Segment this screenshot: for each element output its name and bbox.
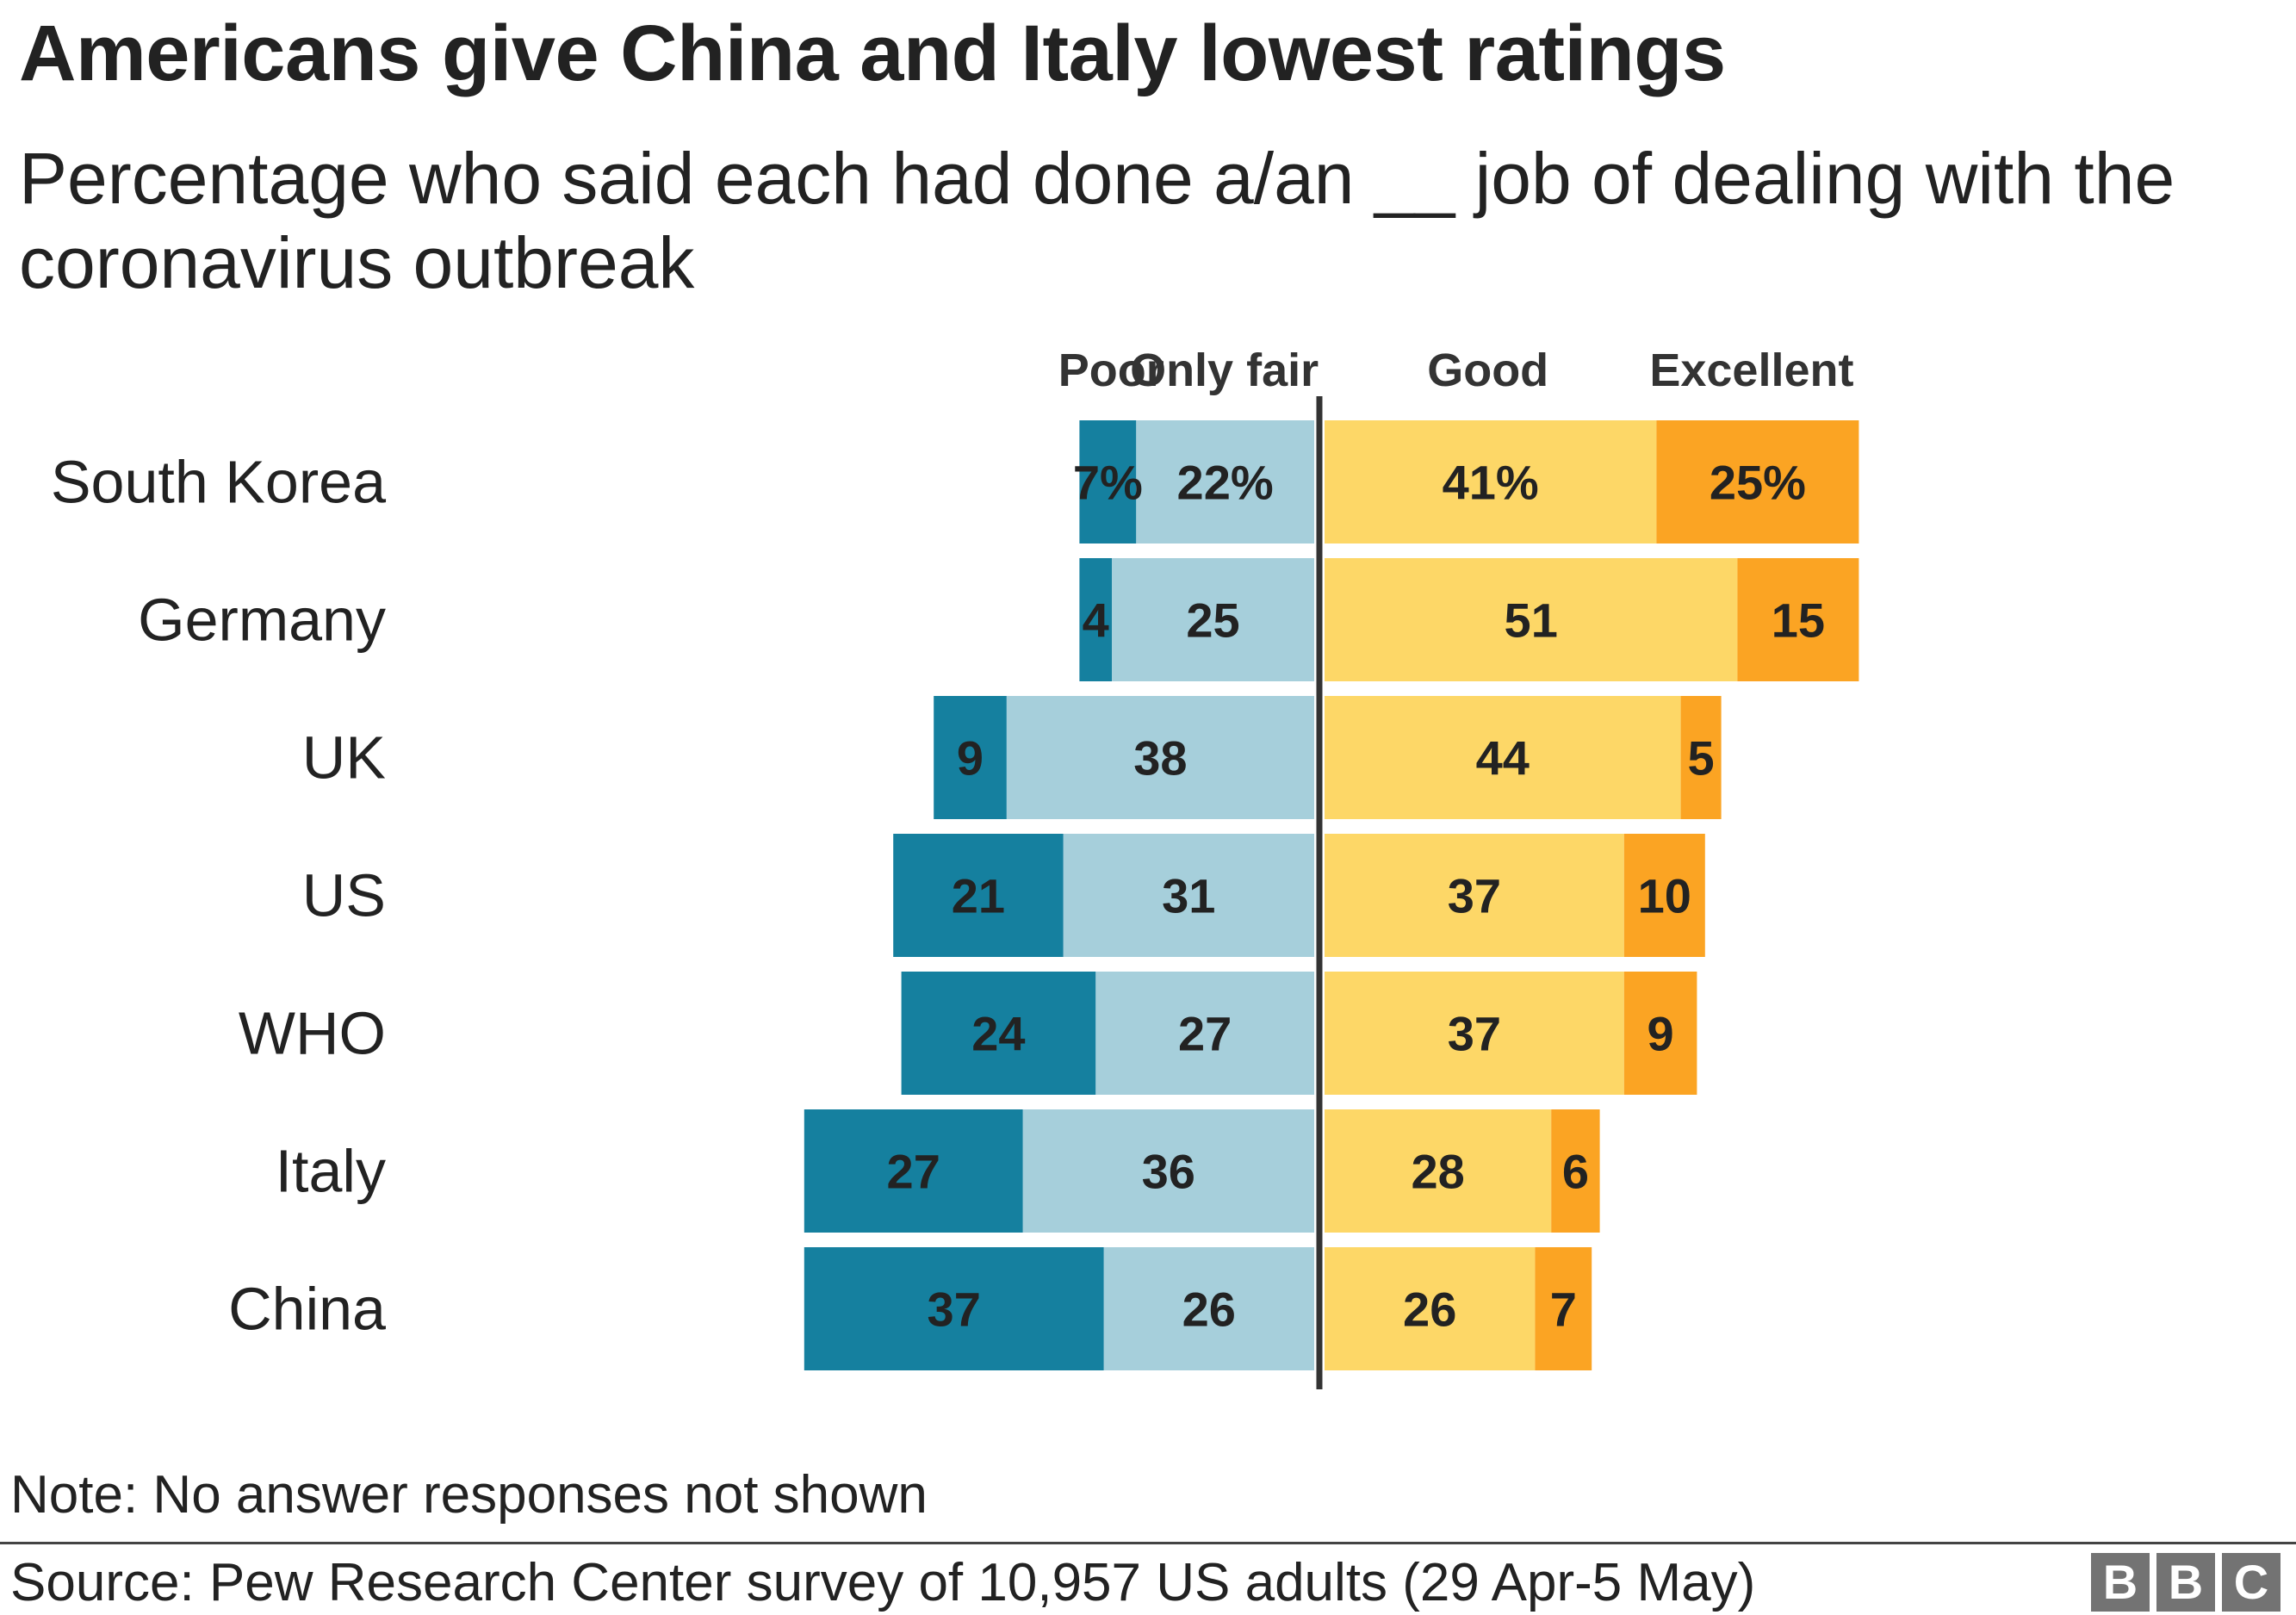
data-label: 25%	[1710, 456, 1806, 510]
bar-only-fair-us	[1063, 834, 1314, 957]
bar-good-us	[1325, 834, 1624, 957]
footer-divider	[0, 1542, 2296, 1544]
bar-only-fair-germany	[1112, 558, 1314, 681]
bar-poor-italy	[804, 1109, 1023, 1233]
legend-only-fair: Only fair	[1130, 345, 1319, 396]
category-label: Germany	[138, 587, 386, 654]
data-label: 25	[1186, 593, 1239, 648]
data-label: 31	[1162, 869, 1215, 923]
diverging-bar-chart: 22% 7% 41% 25% South Korea 25 4 51 15 Germany 38 9 4…	[51, 345, 1859, 1389]
category-label: China	[228, 1276, 386, 1343]
data-label: 27	[887, 1145, 940, 1199]
data-label: 26	[1403, 1283, 1456, 1337]
data-label: 9	[1648, 1007, 1674, 1061]
bar-only-fair-south-korea	[1136, 420, 1314, 544]
bar-good-south-korea	[1325, 420, 1657, 544]
data-label: 22%	[1177, 456, 1274, 510]
bbc-logo-letter: B	[2156, 1553, 2215, 1612]
bbc-logo-letter: C	[2222, 1553, 2280, 1612]
data-label: 37	[1448, 1007, 1501, 1061]
bar-poor-us	[893, 834, 1064, 957]
data-label: 4	[1083, 593, 1109, 648]
chart-title: Americans give China and Italy lowest ra…	[19, 9, 1726, 97]
data-label: 38	[1133, 731, 1187, 786]
data-label: 6	[1562, 1145, 1589, 1199]
bar-good-germany	[1325, 558, 1738, 681]
data-label: 7%	[1073, 456, 1143, 510]
data-label: 37	[928, 1283, 981, 1337]
legend-good: Good	[1427, 345, 1548, 396]
data-label: 9	[957, 731, 984, 786]
bar-only-fair-uk	[1006, 696, 1314, 819]
category-label: South Korea	[51, 449, 386, 516]
data-label: 21	[952, 869, 1005, 923]
legend-excellent: Excellent	[1649, 345, 1853, 396]
bar-excellent-us	[1623, 834, 1705, 957]
bar-poor-uk	[934, 696, 1007, 819]
bar-good-uk	[1325, 696, 1681, 819]
bar-excellent-uk	[1680, 696, 1722, 819]
data-label: 41%	[1443, 456, 1539, 510]
bar-excellent-who	[1623, 972, 1697, 1095]
data-label: 24	[971, 1007, 1025, 1061]
bar-only-fair-china	[1103, 1247, 1314, 1370]
legend-poor: Poor	[1058, 345, 1164, 396]
bar-only-fair-who	[1095, 972, 1314, 1095]
data-label: 28	[1411, 1145, 1464, 1199]
bar-poor-germany	[1079, 558, 1112, 681]
data-label: 36	[1142, 1145, 1195, 1199]
chart-source: Source: Pew Research Center survey of 10…	[10, 1553, 1756, 1612]
data-label: 15	[1772, 593, 1825, 648]
chart-subtitle: Percentage who said each had done a/an _…	[19, 138, 2175, 303]
category-label: UK	[302, 724, 386, 792]
bar-poor-south-korea	[1079, 420, 1137, 544]
bar-good-china	[1325, 1247, 1536, 1370]
data-label: 26	[1182, 1283, 1236, 1337]
data-label: 44	[1476, 731, 1530, 786]
bar-good-who	[1325, 972, 1624, 1095]
bar-poor-who	[901, 972, 1096, 1095]
category-label: US	[302, 862, 386, 929]
bar-good-italy	[1325, 1109, 1552, 1233]
bar-excellent-italy	[1551, 1109, 1600, 1233]
bbc-logo: B B C	[2091, 1553, 2280, 1612]
bar-excellent-south-korea	[1656, 420, 1859, 544]
bar-excellent-china	[1535, 1247, 1592, 1370]
bar-only-fair-italy	[1022, 1109, 1314, 1233]
bar-excellent-germany	[1737, 558, 1859, 681]
bar-poor-china	[804, 1247, 1104, 1370]
data-label: 5	[1688, 731, 1715, 786]
data-label: 10	[1638, 869, 1691, 923]
chart-note: Note: No answer responses not shown	[10, 1465, 928, 1525]
data-label: 37	[1448, 869, 1501, 923]
data-label: 27	[1178, 1007, 1232, 1061]
data-label: 7	[1550, 1283, 1577, 1337]
category-label: WHO	[239, 1000, 386, 1067]
bbc-logo-letter: B	[2091, 1553, 2150, 1612]
data-label: 51	[1505, 593, 1558, 648]
category-label: Italy	[276, 1138, 386, 1205]
